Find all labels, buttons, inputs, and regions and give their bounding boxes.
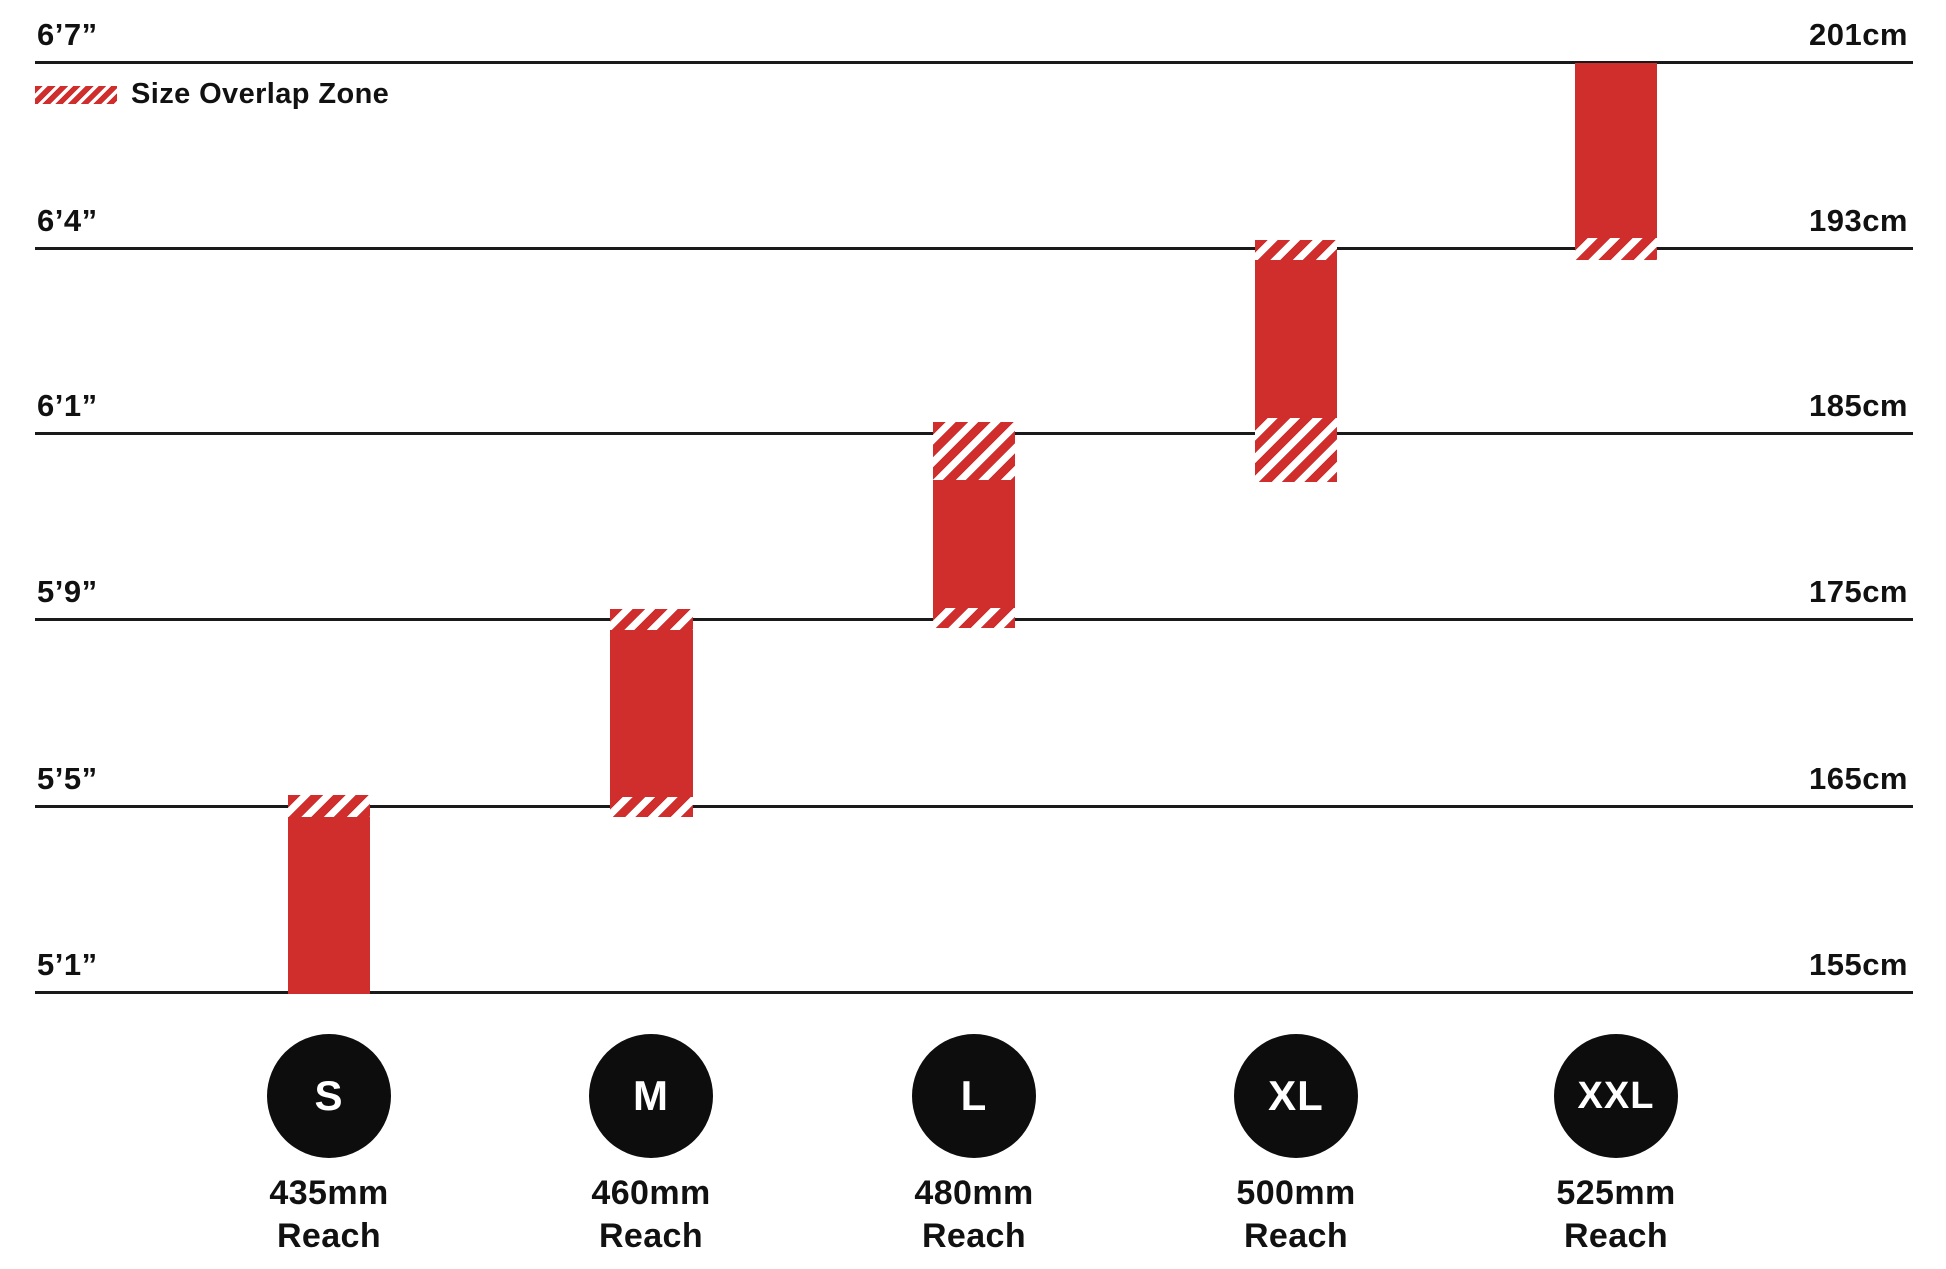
reach-caption: Reach <box>1563 1217 1669 1255</box>
size-badge-label: M <box>633 1072 669 1119</box>
overlap-hatch-top <box>610 609 693 630</box>
bar-solid <box>610 630 693 797</box>
overlap-hatch-bottom <box>610 797 693 817</box>
overlap-hatch-bottom <box>933 608 1015 628</box>
reach-label-s: 435mm Reach <box>199 1172 459 1258</box>
size-badge-label: L <box>960 1072 988 1119</box>
size-badge-label: XL <box>1268 1072 1324 1119</box>
tick-left-5ft9: 5’9” <box>37 574 98 609</box>
tick-right-201cm: 201cm <box>1808 17 1908 52</box>
legend-label: Size Overlap Zone <box>131 78 390 110</box>
reach-caption: Reach <box>1243 1217 1349 1255</box>
reach-label-m: 460mm Reach <box>521 1172 781 1258</box>
tick-right-165cm: 165cm <box>1808 761 1908 796</box>
gridline-201cm <box>35 61 1913 64</box>
tick-right-175cm: 175cm <box>1808 574 1908 609</box>
overlap-hatch-top <box>933 422 1015 480</box>
overlap-hatch-top <box>1255 240 1337 260</box>
size-badge-label: S <box>314 1072 344 1119</box>
reach-label-l: 480mm Reach <box>844 1172 1104 1258</box>
gridline-155cm <box>35 991 1913 994</box>
bar-solid <box>288 817 370 994</box>
size-bar-xxl <box>1575 63 1657 260</box>
reach-value: 460mm <box>591 1174 711 1212</box>
tick-left-5ft1: 5’1” <box>37 947 98 982</box>
size-bar-m <box>610 609 693 817</box>
size-bar-l <box>933 422 1015 628</box>
gridline-165cm <box>35 805 1913 808</box>
size-badge-xl: XL <box>1234 1034 1358 1158</box>
reach-caption: Reach <box>598 1217 704 1255</box>
size-badge-label: XXL <box>1577 1074 1655 1117</box>
tick-right-155cm: 155cm <box>1808 947 1908 982</box>
overlap-hatch-bottom <box>1255 418 1337 482</box>
bar-solid <box>1575 63 1657 238</box>
tick-left-5ft5: 5’5” <box>37 761 98 796</box>
tick-left-6ft7: 6’7” <box>37 17 98 52</box>
reach-label-xl: 500mm Reach <box>1166 1172 1426 1258</box>
tick-right-193cm: 193cm <box>1808 203 1908 238</box>
overlap-zone-hatch-icon <box>35 86 117 104</box>
reach-value: 480mm <box>914 1174 1034 1212</box>
tick-right-185cm: 185cm <box>1808 388 1908 423</box>
tick-left-6ft4: 6’4” <box>37 203 98 238</box>
size-badge-m: M <box>589 1034 713 1158</box>
reach-value: 435mm <box>269 1174 389 1212</box>
reach-label-xxl: 525mm Reach <box>1486 1172 1746 1258</box>
overlap-hatch-top <box>288 795 370 817</box>
size-bar-xl <box>1255 240 1337 482</box>
overlap-hatch-bottom <box>1575 238 1657 260</box>
gridline-193cm <box>35 247 1913 250</box>
reach-caption: Reach <box>276 1217 382 1255</box>
reach-caption: Reach <box>921 1217 1027 1255</box>
bar-solid <box>933 480 1015 608</box>
tick-left-6ft1: 6’1” <box>37 388 98 423</box>
size-badge-l: L <box>912 1034 1036 1158</box>
reach-value: 525mm <box>1556 1174 1676 1212</box>
bar-solid <box>1255 260 1337 418</box>
size-bar-s <box>288 795 370 994</box>
size-badge-s: S <box>267 1034 391 1158</box>
reach-value: 500mm <box>1236 1174 1356 1212</box>
legend: Size Overlap Zone <box>35 79 389 109</box>
size-badge-xxl: XXL <box>1554 1034 1678 1158</box>
